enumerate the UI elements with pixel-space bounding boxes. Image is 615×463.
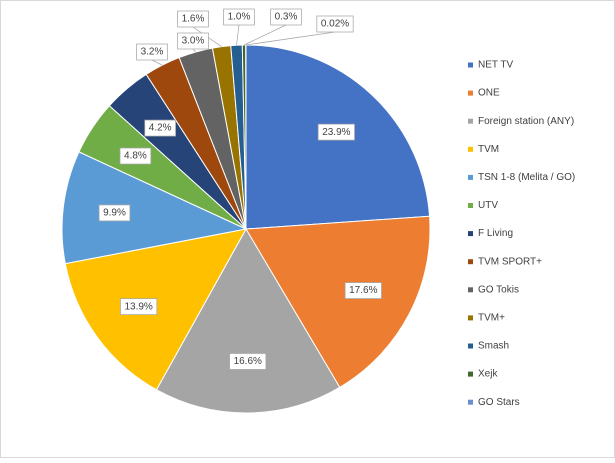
data-label: 0.3% — [271, 9, 302, 25]
data-label-text: 4.2% — [149, 123, 172, 134]
legend-marker — [468, 175, 473, 180]
legend-label: Smash — [478, 341, 509, 352]
legend-label: GO Tokis — [478, 284, 519, 295]
legend-label: TVM SPORT+ — [478, 256, 542, 267]
data-label: 17.6% — [345, 283, 381, 299]
data-label-text: 1.6% — [182, 14, 205, 25]
legend-marker — [468, 372, 473, 377]
data-label-text: 16.6% — [234, 356, 262, 367]
legend-label: NET TV — [478, 60, 514, 71]
legend-label: Foreign station (ANY) — [478, 116, 574, 127]
legend-label: UTV — [478, 200, 498, 211]
data-label-text: 23.9% — [322, 127, 350, 138]
data-label: 3.0% — [178, 33, 209, 49]
data-label: 16.6% — [230, 353, 266, 369]
legend-marker — [468, 119, 473, 124]
data-label-text: 9.9% — [103, 208, 126, 219]
data-label-text: 17.6% — [349, 285, 377, 296]
legend-marker — [468, 91, 473, 96]
legend-marker — [468, 287, 473, 292]
legend-marker — [468, 315, 473, 320]
legend-marker — [468, 344, 473, 349]
data-label: 9.9% — [99, 205, 130, 221]
data-label: 1.6% — [178, 11, 209, 27]
legend-label: TSN 1-8 (Melita / GO) — [478, 172, 575, 183]
data-label: 0.02% — [317, 16, 353, 32]
data-label-text: 1.0% — [228, 12, 251, 23]
legend-label: F Living — [478, 228, 513, 239]
data-label: 23.9% — [318, 124, 354, 140]
legend-marker — [468, 259, 473, 264]
legend-marker — [468, 400, 473, 405]
legend-label: TVM — [478, 144, 499, 155]
data-label-text: 0.02% — [321, 19, 349, 30]
data-label-text: 3.2% — [141, 47, 164, 58]
data-label-text: 13.9% — [124, 301, 152, 312]
data-label: 13.9% — [120, 299, 156, 315]
legend-marker — [468, 203, 473, 208]
legend-marker — [468, 147, 473, 152]
data-label: 3.2% — [137, 44, 168, 60]
legend-label: Xejk — [478, 369, 498, 380]
legend-label: ONE — [478, 88, 500, 99]
data-label-text: 3.0% — [182, 36, 205, 47]
data-label: 1.0% — [224, 9, 255, 25]
data-label: 4.2% — [145, 120, 176, 136]
data-label: 4.8% — [120, 148, 151, 164]
legend-label: TVM+ — [478, 313, 505, 324]
data-label-text: 4.8% — [124, 151, 147, 162]
legend-marker — [468, 231, 473, 236]
legend-marker — [468, 63, 473, 68]
data-label-text: 0.3% — [275, 12, 298, 23]
legend-label: GO Stars — [478, 397, 520, 408]
